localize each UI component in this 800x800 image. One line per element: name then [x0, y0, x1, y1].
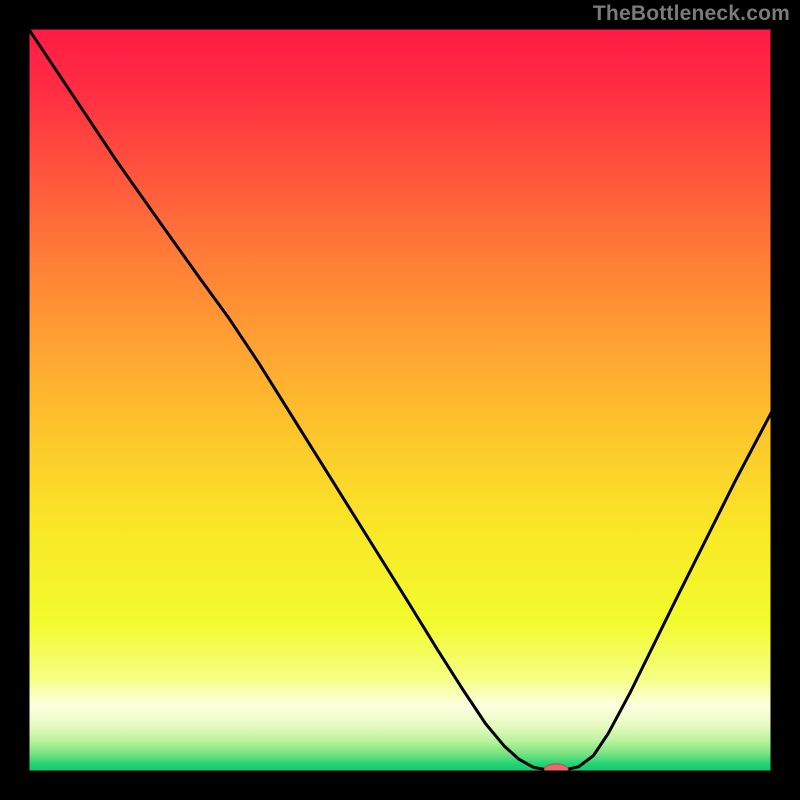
bottleneck-chart: [28, 28, 772, 772]
root: { "watermark": { "text": "TheBottleneck.…: [0, 0, 800, 800]
watermark-text: TheBottleneck.com: [593, 2, 790, 26]
gradient-fill: [28, 28, 772, 772]
